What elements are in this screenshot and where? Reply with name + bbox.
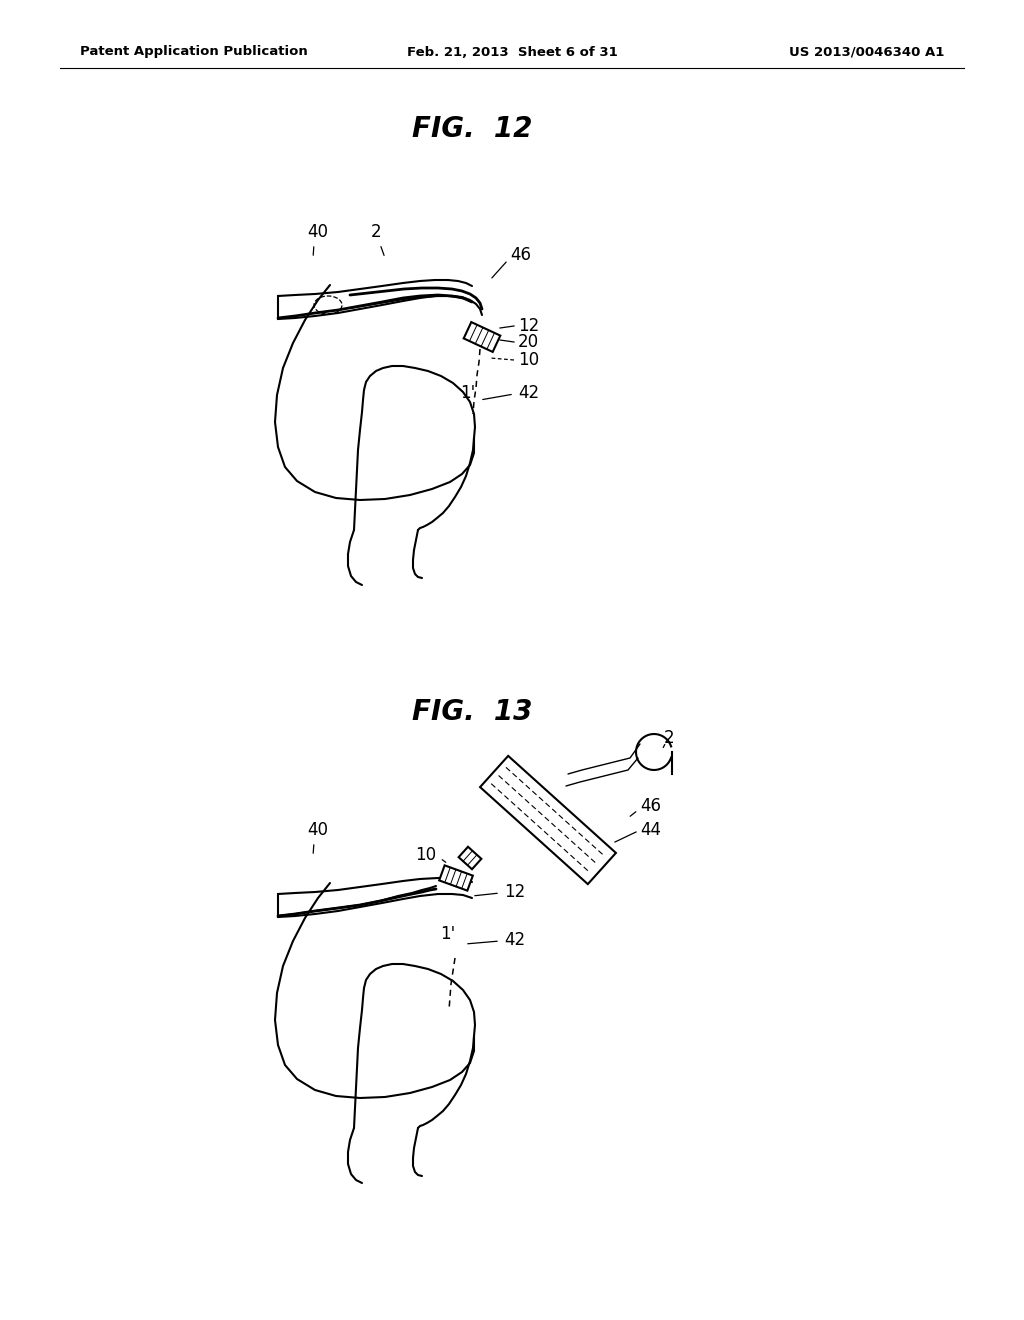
Text: US 2013/0046340 A1: US 2013/0046340 A1 [788,45,944,58]
Text: 42: 42 [504,931,525,949]
Text: Patent Application Publication: Patent Application Publication [80,45,308,58]
Text: Feb. 21, 2013  Sheet 6 of 31: Feb. 21, 2013 Sheet 6 of 31 [407,45,617,58]
Polygon shape [464,322,501,352]
Text: 2: 2 [664,729,675,747]
Text: 20: 20 [518,333,539,351]
Text: 40: 40 [307,223,329,242]
Text: FIG.  13: FIG. 13 [412,698,532,726]
Text: 12: 12 [518,317,540,335]
Text: 42: 42 [518,384,539,403]
Text: 10: 10 [518,351,539,370]
Text: 44: 44 [640,821,662,840]
Polygon shape [459,846,481,870]
Ellipse shape [314,296,342,314]
Text: 12: 12 [504,883,525,902]
Text: 1': 1' [440,925,456,942]
Text: 40: 40 [307,821,329,840]
Polygon shape [439,866,473,891]
Text: 1': 1' [461,384,475,403]
Text: 46: 46 [510,246,531,264]
Polygon shape [480,756,615,884]
Text: 46: 46 [640,797,662,814]
Text: FIG.  12: FIG. 12 [412,115,532,143]
Text: 2: 2 [371,223,381,242]
Text: 10: 10 [415,846,436,865]
